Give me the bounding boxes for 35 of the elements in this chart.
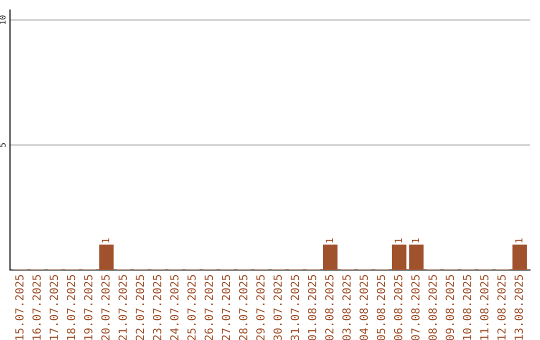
x-tick-label: 02.08.2025 (325, 275, 334, 340)
x-tick-label: 06.08.2025 (394, 275, 402, 340)
x-tick-label: 12.08.2025 (497, 275, 506, 340)
data-label: 1 (102, 238, 110, 242)
data-label: 1 (412, 238, 420, 242)
x-tick-label: 31.07.2025 (290, 275, 300, 340)
x-tick-label: 11.08.2025 (480, 275, 488, 340)
x-tick-label: 24.07.2025 (170, 275, 179, 340)
x-tick-label: 09.08.2025 (446, 275, 454, 340)
x-tick-label: 16.07.2025 (32, 275, 41, 340)
x-tick-label: 22.07.2025 (136, 275, 144, 340)
x-tick-label: 13.08.2025 (514, 275, 523, 340)
x-tick-label: 21.07.2025 (118, 275, 127, 340)
x-tick-label: 30.07.2025 (273, 275, 282, 340)
x-tick-label: 29.07.2025 (256, 275, 265, 340)
x-tick-label: 15.07.2025 (15, 275, 24, 340)
data-label: 1 (326, 238, 333, 242)
x-tick-label: 17.07.2025 (50, 275, 58, 340)
x-tick-label: 10.08.2025 (462, 275, 472, 340)
data-label: 1 (394, 238, 402, 242)
x-tick-label: 19.07.2025 (84, 275, 92, 340)
x-tick-label: 23.07.2025 (152, 275, 162, 340)
x-tick-label: 25.07.2025 (187, 275, 196, 340)
x-tick-label: 04.08.2025 (360, 275, 368, 340)
x-tick-label: 20.07.2025 (101, 275, 110, 340)
x-tick-label: 28.07.2025 (239, 275, 248, 340)
x-tick-label: 03.08.2025 (342, 275, 351, 340)
x-tick-label: 01.08.2025 (308, 275, 316, 340)
x-tick-label: 08.08.2025 (428, 275, 437, 340)
data-label: 1 (515, 238, 522, 242)
x-tick-label: 26.07.2025 (204, 275, 213, 340)
x-tick-label: 27.07.2025 (222, 275, 230, 340)
x-tick-label: 05.08.2025 (376, 275, 386, 340)
x-tick-label: 07.08.2025 (411, 275, 420, 340)
x-tick-label: 18.07.2025 (66, 275, 76, 340)
